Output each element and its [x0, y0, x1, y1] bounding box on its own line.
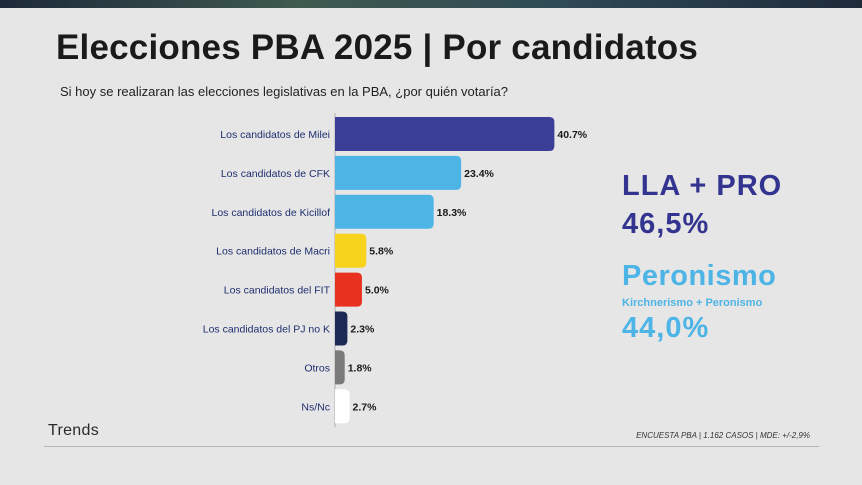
category-label: Los candidatos del FIT: [224, 285, 331, 297]
bar: [335, 194, 434, 229]
value-label: 23.4%: [464, 168, 494, 180]
survey-footnote: ENCUESTA PBA | 1.162 CASOS | MDE: +/-2,9…: [636, 431, 810, 440]
value-label: 5.8%: [369, 246, 394, 258]
lla-pro-label: LLA + PRO: [622, 170, 783, 202]
category-label: Los candidatos de CFK: [221, 168, 330, 180]
peronismo-label: Peronismo: [622, 260, 777, 292]
category-label: Los candidatos del PJ no K: [203, 324, 330, 336]
peronismo-sublabel: Kirchnerismo + Peronismo: [622, 297, 763, 309]
page-title: Elecciones PBA 2025 | Por candidatos: [56, 28, 699, 67]
category-label: Otros: [304, 362, 330, 374]
bar: [335, 272, 362, 307]
bar: [335, 389, 350, 424]
lla-pro-value: 46,5%: [622, 208, 710, 240]
value-label: 2.3%: [350, 324, 375, 336]
category-label: Los candidatos de Milei: [220, 129, 330, 141]
value-label: 40.7%: [557, 129, 587, 141]
value-label: 5.0%: [365, 285, 390, 297]
value-label: 1.8%: [348, 362, 373, 374]
brand-logo: Trends: [48, 422, 100, 439]
top-color-strip: [0, 0, 862, 8]
category-label: Ns/Nc: [301, 401, 330, 413]
category-label: Los candidatos de Kicillof: [212, 207, 331, 219]
bar: [335, 233, 367, 268]
bar: [335, 311, 348, 346]
value-label: 18.3%: [437, 207, 467, 219]
bottom-divider: [44, 446, 819, 447]
category-label: Los candidatos de Macri: [216, 246, 330, 258]
bar: [335, 117, 555, 151]
bar: [335, 350, 345, 385]
peronismo-value: 44,0%: [622, 312, 710, 344]
survey-question: Si hoy se realizaran las elecciones legi…: [60, 84, 509, 99]
bar: [335, 155, 462, 190]
value-label: 2.7%: [353, 401, 378, 413]
